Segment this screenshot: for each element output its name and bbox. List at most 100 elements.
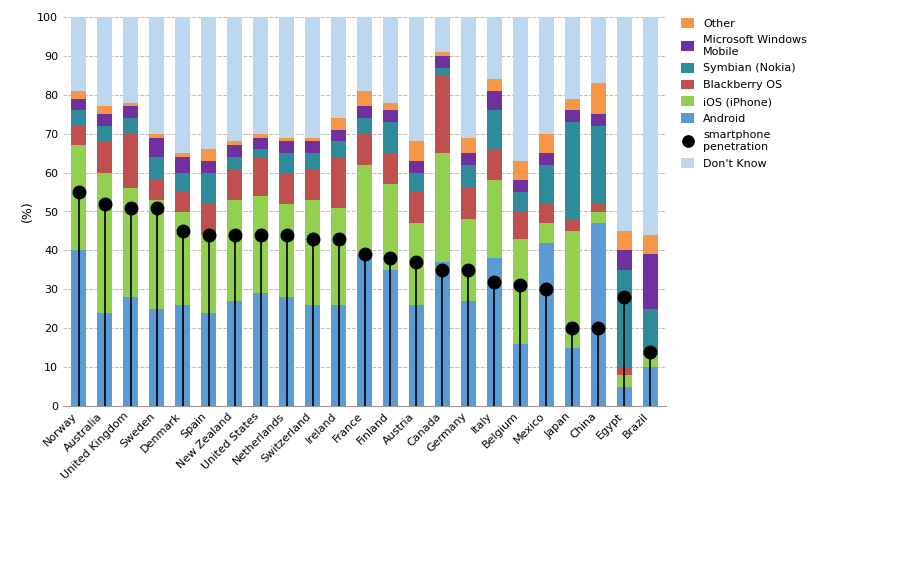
- Bar: [564, 111, 580, 122]
- Bar: [122, 188, 139, 297]
- Bar: [175, 157, 191, 173]
- Bar: [461, 219, 476, 301]
- Bar: [97, 312, 112, 406]
- Bar: [643, 347, 658, 355]
- Bar: [148, 157, 165, 180]
- Bar: [513, 17, 528, 161]
- Bar: [227, 146, 242, 157]
- Bar: [616, 17, 632, 231]
- Bar: [409, 142, 424, 161]
- Bar: [643, 235, 658, 254]
- Bar: [201, 312, 216, 406]
- smartphone
penetration: [464, 266, 474, 273]
- Bar: [148, 134, 165, 138]
- Bar: [305, 142, 320, 153]
- Bar: [461, 188, 476, 219]
- smartphone
penetration: [541, 286, 552, 293]
- Bar: [382, 122, 399, 153]
- Legend: Other, Microsoft Windows
Mobile, Symbian (Nokia), Blackberry OS, iOS (iPhone), A: Other, Microsoft Windows Mobile, Symbian…: [678, 15, 810, 172]
- Bar: [382, 17, 399, 103]
- Bar: [201, 235, 216, 312]
- Bar: [305, 200, 320, 305]
- Bar: [227, 17, 242, 142]
- Bar: [461, 301, 476, 406]
- Bar: [564, 17, 580, 99]
- Bar: [279, 142, 294, 153]
- Bar: [201, 173, 216, 204]
- Bar: [71, 111, 86, 126]
- smartphone
penetration: [619, 294, 630, 301]
- Bar: [305, 138, 320, 142]
- Bar: [122, 134, 139, 188]
- Bar: [461, 153, 476, 165]
- Bar: [590, 114, 607, 126]
- Bar: [590, 212, 607, 223]
- Bar: [227, 169, 242, 200]
- Bar: [122, 103, 139, 107]
- Bar: [356, 134, 373, 165]
- Bar: [227, 200, 242, 301]
- Bar: [409, 223, 424, 305]
- Bar: [253, 293, 268, 406]
- Bar: [564, 219, 580, 231]
- Bar: [97, 17, 112, 107]
- Bar: [305, 17, 320, 138]
- Bar: [538, 204, 554, 223]
- Bar: [305, 305, 320, 406]
- Bar: [409, 17, 424, 142]
- Bar: [513, 161, 528, 180]
- Bar: [513, 180, 528, 192]
- Bar: [538, 134, 554, 153]
- smartphone
penetration: [177, 227, 188, 235]
- Bar: [564, 122, 580, 219]
- Bar: [227, 142, 242, 146]
- Bar: [643, 309, 658, 347]
- smartphone
penetration: [99, 200, 110, 207]
- Bar: [487, 91, 502, 111]
- Bar: [435, 17, 450, 52]
- Bar: [513, 192, 528, 212]
- Bar: [513, 239, 528, 344]
- Bar: [97, 107, 112, 114]
- Bar: [590, 126, 607, 204]
- Bar: [435, 68, 450, 75]
- Bar: [382, 153, 399, 184]
- Bar: [253, 196, 268, 293]
- Bar: [487, 149, 502, 180]
- Bar: [461, 17, 476, 138]
- smartphone
penetration: [567, 325, 578, 332]
- Bar: [97, 142, 112, 173]
- Bar: [616, 231, 632, 250]
- Bar: [97, 173, 112, 312]
- smartphone
penetration: [489, 278, 500, 285]
- smartphone
penetration: [255, 231, 266, 238]
- Bar: [201, 149, 216, 161]
- smartphone
penetration: [203, 231, 214, 238]
- Bar: [201, 17, 216, 149]
- Bar: [590, 83, 607, 114]
- Bar: [435, 52, 450, 56]
- Bar: [330, 157, 346, 208]
- Bar: [148, 17, 165, 134]
- Bar: [148, 180, 165, 200]
- Bar: [356, 254, 373, 406]
- Bar: [253, 134, 268, 138]
- Bar: [97, 114, 112, 126]
- Bar: [382, 184, 399, 270]
- Bar: [643, 367, 658, 406]
- Bar: [538, 223, 554, 243]
- Bar: [435, 75, 450, 153]
- Bar: [330, 142, 346, 157]
- Bar: [356, 17, 373, 91]
- Bar: [356, 165, 373, 254]
- Bar: [409, 161, 424, 173]
- Bar: [409, 305, 424, 406]
- Bar: [305, 169, 320, 200]
- Bar: [409, 192, 424, 223]
- Bar: [279, 297, 294, 406]
- Bar: [253, 138, 268, 149]
- smartphone
penetration: [411, 259, 422, 266]
- Bar: [330, 208, 346, 305]
- smartphone
penetration: [151, 204, 162, 211]
- Bar: [487, 180, 502, 258]
